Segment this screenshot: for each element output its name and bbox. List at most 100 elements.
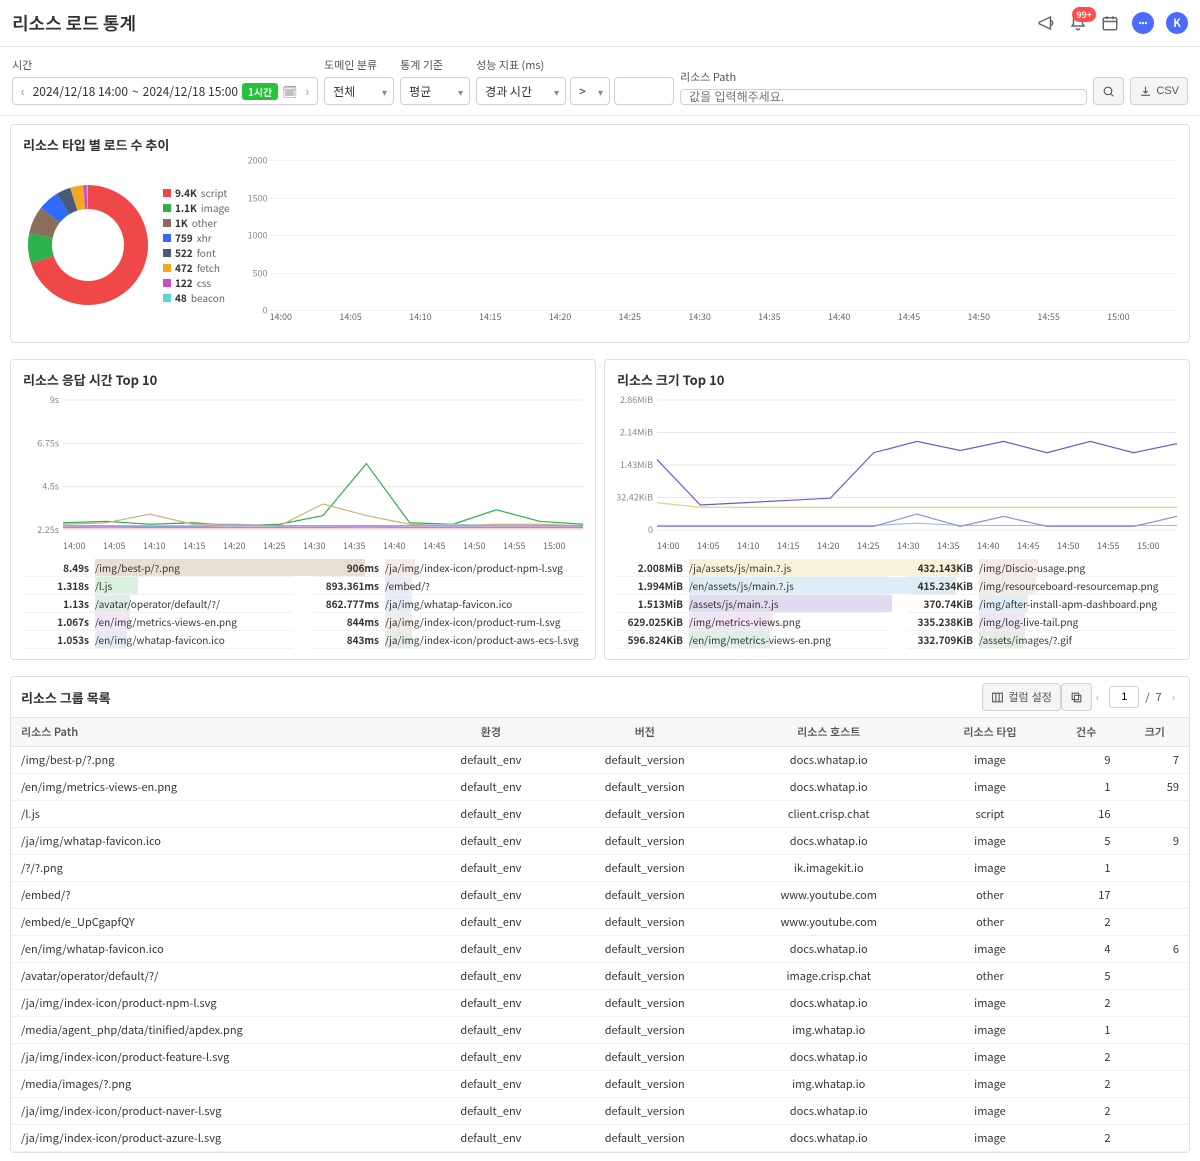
chevron-right-icon[interactable]: › [301, 83, 313, 100]
table-row[interactable]: /ja/img/index-icon/product-naver-l.svgde… [11, 1098, 1189, 1125]
path-label: 리소스 Path [680, 69, 1087, 85]
table-header[interactable]: 리소스 Path [11, 718, 422, 747]
page-next[interactable]: › [1168, 689, 1179, 705]
resp-time-title: 리소스 응답 시간 Top 10 [11, 360, 595, 395]
svg-text:4.5s: 4.5s [42, 480, 59, 493]
column-settings-button[interactable]: 컬럼 설정 [982, 683, 1061, 711]
table-row[interactable]: /embed/?default_envdefault_versionwww.yo… [11, 882, 1189, 909]
popout-button[interactable] [1061, 683, 1092, 711]
rank-row: 843ms/ja/img/index-icon/product-aws-ecs-… [313, 631, 583, 649]
operator-select[interactable]: > [570, 77, 610, 105]
donut-legend: 9.4K script1.1K image1K other759 xhr522 … [163, 185, 230, 305]
legend-row: 472 fetch [163, 260, 230, 275]
load-trend-title: 리소스 타입 별 로드 수 추이 [11, 125, 1189, 160]
svg-text:9s: 9s [50, 395, 59, 406]
rank-row: 335.238KiB/img/log-live-tail.png [907, 613, 1177, 631]
calendar-icon[interactable] [1100, 13, 1120, 33]
stacked-bar-chart: 0500100015002000 14:0014:0514:1014:1514:… [240, 160, 1177, 330]
table-row[interactable]: /avatar/operator/default/?/default_envde… [11, 963, 1189, 990]
rank-row: 906ms/ja/img/index-icon/product-npm-l.sv… [313, 559, 583, 577]
csv-button[interactable]: CSV [1130, 77, 1188, 105]
rank-row: 332.709KiB/assets/images/?.gif [907, 631, 1177, 649]
table-row[interactable]: /ja/img/index-icon/product-azure-l.svgde… [11, 1125, 1189, 1152]
stat-label: 통계 기준 [400, 57, 470, 73]
rank-row: 2.008MiB/ja/assets/js/main.?.js [617, 559, 887, 577]
legend-row: 522 font [163, 245, 230, 260]
metric-select[interactable]: 경과 시간 [476, 77, 566, 105]
table-title: 리소스 그룹 목록 [21, 688, 111, 707]
rank-row: 1.053s/en/img/whatap-favicon.ico [23, 631, 293, 649]
calendar-small-icon[interactable]: 🗓 [282, 83, 297, 100]
paginator: ‹ / 7 › [1092, 686, 1179, 708]
rank-row: 415.234KiB/img/resourceboard-resourcemap… [907, 577, 1177, 595]
table-row[interactable]: /ja/img/whatap-favicon.icodefault_envdef… [11, 828, 1189, 855]
rank-row: 1.513MiB/assets/js/main.?.js [617, 595, 887, 613]
resource-table: 리소스 Path환경버전리소스 호스트리소스 타입건수크기 /img/best-… [11, 717, 1189, 1152]
legend-row: 122 css [163, 275, 230, 290]
svg-text:732.42KiB: 732.42KiB [617, 491, 653, 504]
path-input[interactable] [680, 89, 1087, 105]
svg-text:2.14MiB: 2.14MiB [620, 426, 653, 439]
table-row[interactable]: /embed/e_UpCgapfQYdefault_envdefault_ver… [11, 909, 1189, 936]
resource-table-panel: 리소스 그룹 목록 컬럼 설정 ‹ / 7 › 리소스 Path환경버전리소스 … [10, 676, 1190, 1153]
bell-icon[interactable]: 99+ [1068, 13, 1088, 33]
time-label: 시간 [12, 57, 318, 73]
table-header[interactable]: 버전 [560, 718, 730, 747]
table-header[interactable]: 크기 [1121, 718, 1189, 747]
time-to: 2024/12/18 15:00 [143, 83, 238, 100]
svg-text:1.43MiB: 1.43MiB [620, 458, 653, 471]
search-button[interactable] [1093, 77, 1124, 105]
rank-row: 629.025KiB/img/metrics-views.png [617, 613, 887, 631]
donut-section: 9.4K script1.1K image1K other759 xhr522 … [23, 160, 230, 330]
rank-row: 370.74KiB/img/after-install-apm-dashboar… [907, 595, 1177, 613]
rank-row: 1.994MiB/en/assets/js/main.?.js [617, 577, 887, 595]
page-total: 7 [1156, 689, 1162, 705]
page-prev[interactable]: ‹ [1092, 689, 1103, 705]
table-header[interactable]: 리소스 호스트 [730, 718, 928, 747]
size-ranks: 2.008MiB/ja/assets/js/main.?.js1.994MiB/… [605, 555, 1189, 659]
time-from: 2024/12/18 14:00 [33, 83, 128, 100]
rank-row: 862.777ms/ja/img/whatap-favicon.ico [313, 595, 583, 613]
resp-time-panel: 리소스 응답 시간 Top 10 9s6.75s4.5s2.25s 14:001… [10, 359, 596, 660]
filter-bar: 시간 ‹ 2024/12/18 14:00 ~ 2024/12/18 15:00… [0, 47, 1200, 116]
metric-label: 성능 지표 (ms) [476, 57, 674, 73]
page-input[interactable] [1109, 686, 1139, 708]
table-header[interactable]: 환경 [422, 718, 560, 747]
table-row[interactable]: /ja/img/index-icon/product-npm-l.svgdefa… [11, 990, 1189, 1017]
resp-time-chart: 9s6.75s4.5s2.25s 14:0014:0514:1014:1514:… [11, 395, 595, 555]
metric-value-input[interactable] [614, 77, 674, 105]
table-row[interactable]: /media/agent_php/data/tinified/apdex.png… [11, 1017, 1189, 1044]
announce-icon[interactable] [1036, 13, 1056, 33]
table-row[interactable]: /ja/img/index-icon/product-feature-l.svg… [11, 1044, 1189, 1071]
chevron-left-icon[interactable]: ‹ [17, 83, 29, 100]
size-chart: 2.86MiB2.14MiB1.43MiB732.42KiB0 14:0014:… [605, 395, 1189, 555]
table-row[interactable]: /l.jsdefault_envdefault_versionclient.cr… [11, 801, 1189, 828]
time-range-picker[interactable]: ‹ 2024/12/18 14:00 ~ 2024/12/18 15:00 1시… [12, 77, 318, 105]
legend-row: 9.4K script [163, 185, 230, 200]
svg-text:0: 0 [648, 523, 653, 535]
table-row[interactable]: /en/img/whatap-favicon.icodefault_envdef… [11, 936, 1189, 963]
donut-chart [23, 180, 153, 310]
table-row[interactable]: /img/best-p/?.pngdefault_envdefault_vers… [11, 747, 1189, 774]
rank-row: 8.49s/img/best-p/?.png [23, 559, 293, 577]
legend-row: 759 xhr [163, 230, 230, 245]
avatar[interactable]: K [1166, 12, 1188, 34]
table-header[interactable]: 리소스 타입 [928, 718, 1052, 747]
chat-icon[interactable] [1132, 12, 1154, 34]
svg-text:2.86MiB: 2.86MiB [620, 395, 653, 406]
table-row[interactable]: /media/images/?.pngdefault_envdefault_ve… [11, 1071, 1189, 1098]
table-row[interactable]: /?/?.pngdefault_envdefault_versionik.ima… [11, 855, 1189, 882]
svg-text:2.25s: 2.25s [37, 523, 59, 535]
table-row[interactable]: /en/img/metrics-views-en.pngdefault_envd… [11, 774, 1189, 801]
stat-select[interactable]: 평균 [400, 77, 470, 105]
header-actions: 99+ K [1036, 12, 1188, 34]
rank-row: 1.13s/avatar/operator/default/?/ [23, 595, 293, 613]
legend-row: 1.1K image [163, 200, 230, 215]
table-header[interactable]: 건수 [1052, 718, 1120, 747]
svg-text:6.75s: 6.75s [37, 436, 59, 449]
rank-row: 844ms/ja/img/index-icon/product-rum-l.sv… [313, 613, 583, 631]
domain-label: 도메인 분류 [324, 57, 394, 73]
rank-row: 596.824KiB/en/img/metrics-views-en.png [617, 631, 887, 649]
domain-select[interactable]: 전체 [324, 77, 394, 105]
notification-badge: 99+ [1072, 7, 1096, 22]
